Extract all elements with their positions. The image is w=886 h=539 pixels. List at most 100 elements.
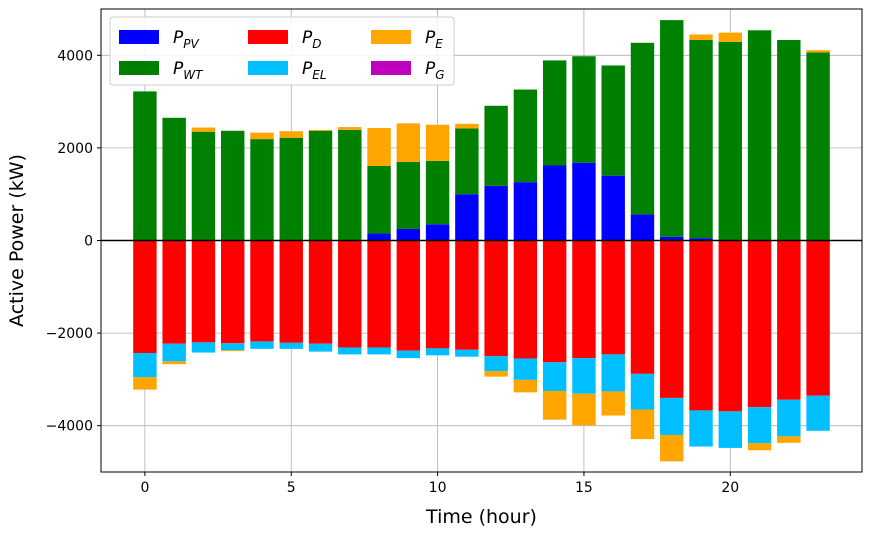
bar-wt: [191, 131, 216, 241]
bar-wt: [660, 20, 684, 237]
bar-wt: [630, 42, 655, 215]
bar-e_neg: [601, 391, 625, 416]
legend-swatch-wt: [119, 61, 159, 75]
y-tick-label: 0: [84, 234, 93, 250]
bar-e: [338, 127, 362, 130]
bar-pv: [484, 185, 508, 241]
bar-e_neg: [572, 393, 596, 426]
bar-el: [162, 343, 186, 362]
bar-wt: [806, 52, 830, 241]
bar-el: [250, 341, 274, 349]
bar-e: [455, 123, 479, 129]
bar-d: [572, 240, 596, 359]
bar-el: [133, 353, 157, 378]
bar-wt: [718, 41, 742, 241]
bar-wt: [162, 117, 186, 241]
bar-wt: [747, 30, 772, 241]
legend-swatch-el: [248, 61, 288, 75]
bar-el: [308, 343, 333, 352]
bar-el: [221, 343, 245, 351]
y-tick-label: −2000: [46, 326, 93, 342]
bar-d: [513, 240, 538, 359]
bar-wt: [513, 89, 538, 183]
bar-el: [425, 348, 450, 356]
bar-el: [279, 342, 303, 349]
bar-e: [396, 123, 421, 162]
bar-el: [747, 407, 772, 444]
bar-e_neg: [542, 390, 567, 420]
bar-el: [367, 347, 391, 355]
bar-wt: [425, 160, 450, 225]
bar-d: [777, 240, 801, 400]
bar-pv: [367, 233, 391, 241]
bar-el: [718, 411, 742, 448]
bar-wt: [601, 65, 625, 176]
bar-e: [279, 131, 303, 138]
bar-pv: [689, 238, 713, 241]
bar-pv: [513, 182, 538, 241]
bar-e: [689, 34, 713, 41]
bar-e_neg: [777, 436, 801, 443]
bar-d: [455, 240, 479, 350]
bar-wt: [455, 128, 479, 195]
bar-d: [747, 240, 772, 408]
legend-label-e: PE: [425, 28, 443, 51]
bar-el: [513, 358, 538, 380]
bar-pv: [660, 236, 684, 241]
bar-pv: [396, 228, 421, 241]
bar-d: [191, 240, 216, 343]
bar-el: [572, 358, 596, 394]
bar-d: [338, 240, 362, 348]
legend-swatch-pv: [119, 30, 159, 44]
bar-wt: [396, 161, 421, 229]
legend-box: [109, 16, 455, 86]
bar-d: [367, 240, 391, 348]
bar-el: [338, 347, 362, 355]
bar-d: [542, 240, 567, 363]
y-tick-label: 2000: [57, 141, 93, 157]
x-tick-label: 10: [429, 480, 447, 496]
bar-el: [484, 356, 508, 372]
bar-pv: [542, 165, 567, 241]
bar-e: [718, 32, 742, 42]
bar-e_neg: [630, 409, 655, 440]
bar-d: [279, 240, 303, 343]
bar-wt: [484, 105, 508, 186]
x-tick-label: 0: [140, 480, 149, 496]
bar-e: [191, 127, 216, 132]
legend-label-el: PEL: [302, 59, 327, 82]
bar-e_neg: [660, 434, 684, 462]
bar-e_neg: [133, 377, 157, 390]
bar-d: [689, 240, 713, 411]
bar-d: [660, 240, 684, 398]
bar-wt: [338, 129, 362, 241]
x-tick-label: 20: [721, 480, 739, 496]
bar-wt: [221, 130, 245, 241]
bar-wt: [367, 165, 391, 234]
legend-swatch-d: [248, 30, 288, 44]
x-tick-label: 5: [287, 480, 296, 496]
bar-e: [806, 50, 830, 53]
bar-wt: [133, 91, 157, 241]
bar-wt: [279, 137, 303, 241]
bar-el: [542, 362, 567, 391]
legend-swatch-e: [371, 30, 411, 44]
legend-label-g: PG: [425, 59, 445, 82]
bar-wt: [308, 130, 333, 241]
legend-label-pv: PPV: [173, 28, 200, 51]
bar-d: [162, 240, 186, 344]
bar-d: [484, 240, 508, 357]
legend: PPV PWT PD PEL PE PG: [109, 16, 455, 86]
legend-label-d: PD: [302, 28, 322, 51]
bar-d: [630, 240, 655, 374]
bar-wt: [777, 40, 801, 241]
bar-d: [806, 240, 830, 396]
bar-e_neg: [162, 361, 186, 365]
legend-swatch-g: [371, 61, 411, 75]
axis-ticks: 0 5 10 15 20 −4000 −2000 0 2000 4000: [46, 48, 740, 496]
bar-e: [425, 124, 450, 161]
bar-pv: [601, 175, 625, 241]
bar-d: [308, 240, 333, 344]
y-tick-label: 4000: [57, 48, 93, 64]
